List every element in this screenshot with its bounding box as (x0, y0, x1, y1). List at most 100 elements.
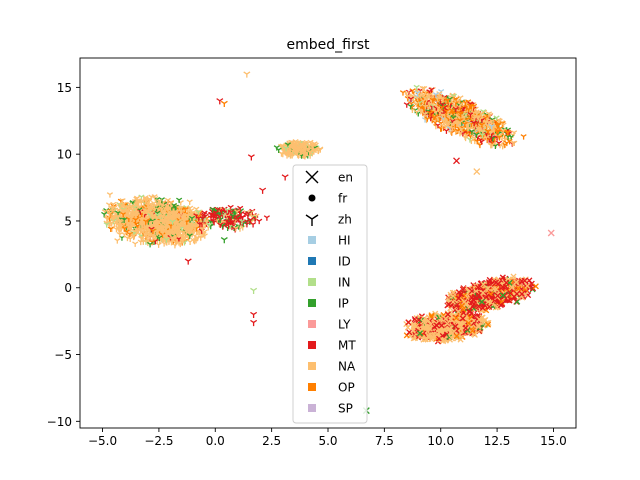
data-point (148, 194, 155, 201)
data-point (307, 139, 314, 146)
data-point (164, 197, 171, 204)
data-point (239, 225, 246, 231)
x-axis-ticks: −5.0 −2.5 0.0 2.5 5.0 7.5 10.0 12.5 15.0 (88, 428, 567, 448)
data-point (275, 147, 282, 153)
legend-label: ID (338, 255, 351, 269)
legend-swatch (308, 362, 316, 370)
y-tick-label: −5 (54, 348, 72, 362)
x-tick-label: 12.5 (484, 434, 511, 448)
data-point (253, 213, 260, 219)
data-point (132, 206, 139, 213)
y-tick-label: 15 (57, 81, 72, 95)
data-point (201, 229, 208, 235)
data-point (229, 213, 236, 219)
data-point (241, 211, 249, 217)
data-point (147, 204, 154, 211)
data-point (114, 213, 122, 220)
data-point (176, 205, 183, 212)
data-point (547, 229, 555, 237)
data-point (123, 210, 130, 216)
data-point (238, 218, 246, 225)
data-point (132, 217, 139, 223)
data-point (220, 100, 228, 108)
data-point (214, 206, 221, 213)
data-point (195, 209, 202, 216)
data-point (250, 287, 258, 295)
data-point (520, 134, 527, 140)
data-point (175, 240, 183, 246)
data-point (250, 319, 258, 327)
data-point (218, 208, 225, 215)
legend-swatch (308, 404, 316, 412)
data-point (473, 168, 481, 175)
data-point (139, 217, 146, 223)
data-point (256, 218, 263, 225)
legend-label: OP (338, 381, 355, 395)
data-point (160, 207, 167, 214)
data-point (220, 237, 228, 244)
data-point (186, 199, 193, 205)
legend-box (292, 164, 368, 424)
data-point (133, 221, 140, 228)
data-point (159, 213, 166, 219)
x-tick-label: −5.0 (88, 434, 117, 448)
data-point (206, 222, 213, 228)
data-point (150, 200, 158, 207)
data-point (114, 238, 121, 244)
data-point (133, 195, 141, 202)
data-point (249, 221, 257, 228)
data-points (101, 71, 555, 415)
data-point (142, 219, 149, 225)
legend-swatch (308, 341, 316, 349)
data-point (184, 213, 191, 219)
data-point (259, 187, 267, 194)
data-point (149, 228, 157, 234)
legend-label: en (338, 171, 353, 185)
data-point (217, 222, 224, 228)
data-point (192, 224, 199, 231)
data-point (181, 235, 189, 242)
data-point (154, 225, 161, 232)
data-point (120, 211, 127, 218)
data-point (145, 232, 152, 239)
legend-label: NA (338, 360, 356, 374)
data-point (308, 144, 316, 150)
legend-swatch (308, 236, 316, 244)
data-point (133, 229, 140, 236)
data-point (163, 237, 170, 243)
legend-swatch (308, 257, 316, 265)
data-point (306, 149, 313, 155)
legend-label: HI (338, 234, 351, 248)
legend-label: IP (338, 297, 349, 311)
data-point (128, 214, 135, 221)
data-point (281, 174, 289, 181)
data-point (163, 222, 170, 228)
data-point (149, 234, 156, 241)
legend-swatch (308, 299, 316, 307)
data-point (176, 222, 183, 229)
legend-label: zh (338, 213, 352, 227)
legend-label: MT (338, 339, 356, 353)
data-point (293, 140, 300, 146)
x-tick-label: 5.0 (318, 434, 337, 448)
data-point (140, 210, 147, 216)
data-point (443, 128, 450, 134)
data-point (167, 200, 174, 207)
y-tick-label: 5 (64, 214, 72, 228)
data-point (137, 239, 144, 246)
data-point (117, 219, 124, 226)
data-point (234, 209, 241, 215)
data-point (299, 143, 306, 150)
data-point (176, 197, 183, 204)
data-point (134, 200, 142, 207)
data-point (160, 224, 167, 231)
data-point (174, 231, 181, 238)
data-point (127, 225, 134, 232)
data-point (126, 231, 134, 238)
data-point (188, 215, 196, 222)
data-point (103, 222, 110, 228)
data-point (184, 258, 192, 265)
data-point (155, 242, 162, 248)
data-point (104, 215, 111, 222)
